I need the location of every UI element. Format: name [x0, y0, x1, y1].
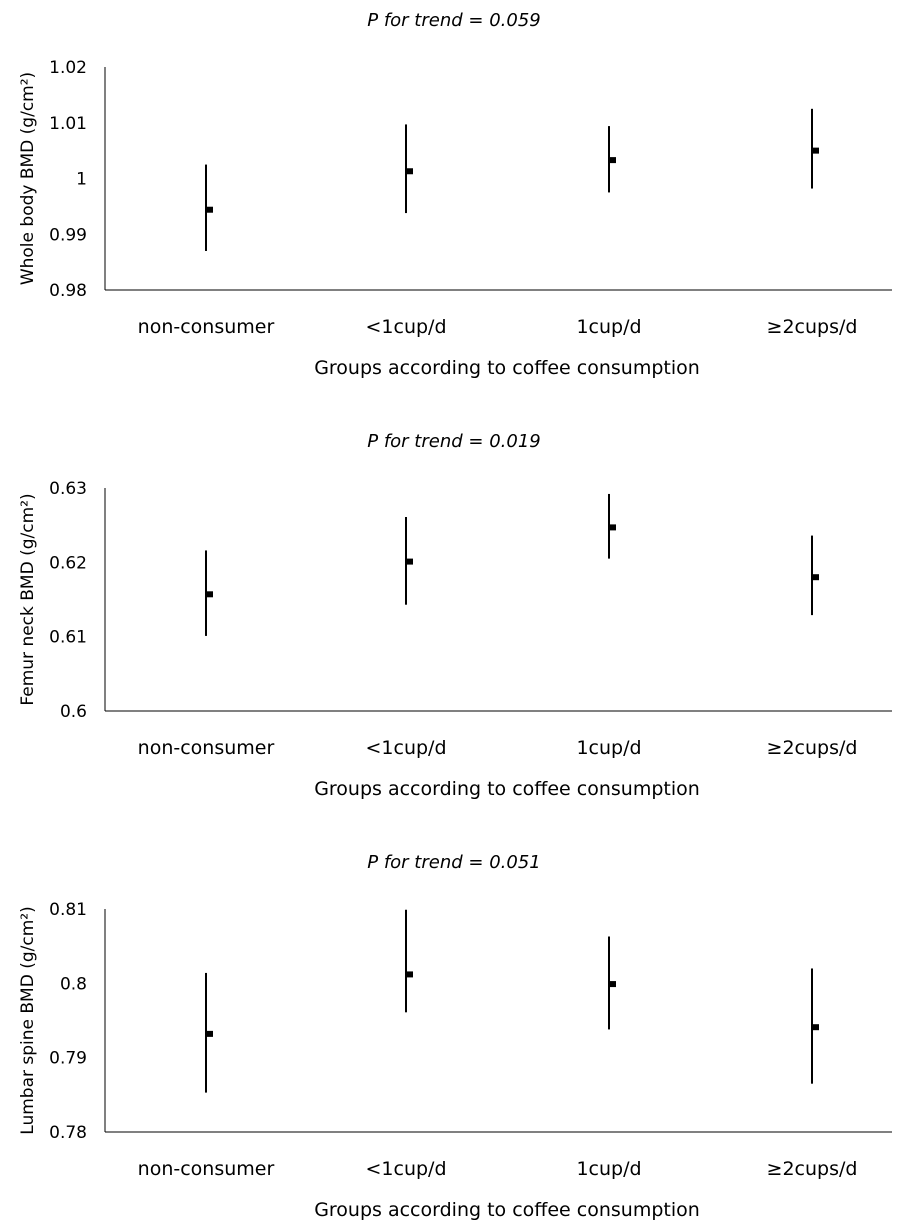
x-category-label: <1cup/d [365, 316, 446, 338]
y-tick-label: 1 [76, 170, 87, 190]
chart-panel-3: P for trend = 0.051 0.78 0.79 0.8 0.81 Lumbar… [18, 852, 892, 1220]
x-category-label: <1cup/d [365, 1158, 446, 1180]
y-tick-label: 1.02 [49, 58, 87, 78]
data-point [206, 206, 213, 213]
y-axis-label: Lumbar spine BMD (g/cm²) [18, 906, 38, 1134]
data-point [406, 971, 413, 978]
y-tick-label: 0.8 [60, 974, 87, 994]
x-category-label: ≥2cups/d [767, 737, 858, 759]
data-point [406, 558, 413, 565]
data-point [812, 1024, 819, 1031]
data-point [206, 591, 213, 598]
data-point [609, 981, 616, 988]
chart-title: P for trend = 0.019 [367, 431, 540, 452]
x-category-label: 1cup/d [576, 1158, 641, 1180]
x-axis-label: Groups according to coffee consumption [314, 1199, 700, 1220]
y-tick-label: 1.01 [49, 114, 87, 134]
x-axis-label: Groups according to coffee consumption [314, 357, 700, 379]
x-category-label: non-consumer [138, 316, 275, 338]
data-point [206, 1030, 213, 1037]
x-category-label: 1cup/d [576, 737, 641, 759]
y-axis-label: Femur neck BMD (g/cm²) [18, 493, 38, 705]
y-tick-label: 0.63 [49, 479, 87, 499]
y-tick-label: 0.99 [49, 225, 87, 245]
data-point [812, 147, 819, 154]
x-category-label: non-consumer [138, 1158, 275, 1180]
y-tick-label: 0.78 [49, 1123, 87, 1143]
y-tick-label: 0.81 [49, 900, 87, 920]
y-tick-label: 0.98 [49, 281, 87, 301]
y-tick-label: 0.79 [49, 1049, 87, 1069]
x-category-label: ≥2cups/d [767, 316, 858, 338]
data-point [609, 524, 616, 531]
x-axis-label: Groups according to coffee consumption [314, 778, 700, 800]
chart-title: P for trend = 0.051 [367, 852, 540, 873]
y-tick-label: 0.61 [49, 628, 87, 648]
data-point [609, 157, 616, 164]
data-point [406, 168, 413, 175]
x-category-label: <1cup/d [365, 737, 446, 759]
chart-panel-1: P for trend = 0.059 0.98 0.99 1 1.01 1.02 Whol… [18, 10, 892, 379]
x-category-label: 1cup/d [576, 316, 641, 338]
y-tick-label: 0.62 [49, 553, 87, 573]
y-tick-label: 0.6 [60, 702, 87, 722]
data-point [812, 574, 819, 581]
chart-panel-2: P for trend = 0.019 0.6 0.61 0.62 0.63 Femur … [18, 431, 892, 800]
x-category-label: non-consumer [138, 737, 275, 759]
x-category-label: ≥2cups/d [767, 1158, 858, 1180]
y-axis-label: Whole body BMD (g/cm²) [18, 72, 38, 285]
chart-title: P for trend = 0.059 [367, 10, 540, 31]
